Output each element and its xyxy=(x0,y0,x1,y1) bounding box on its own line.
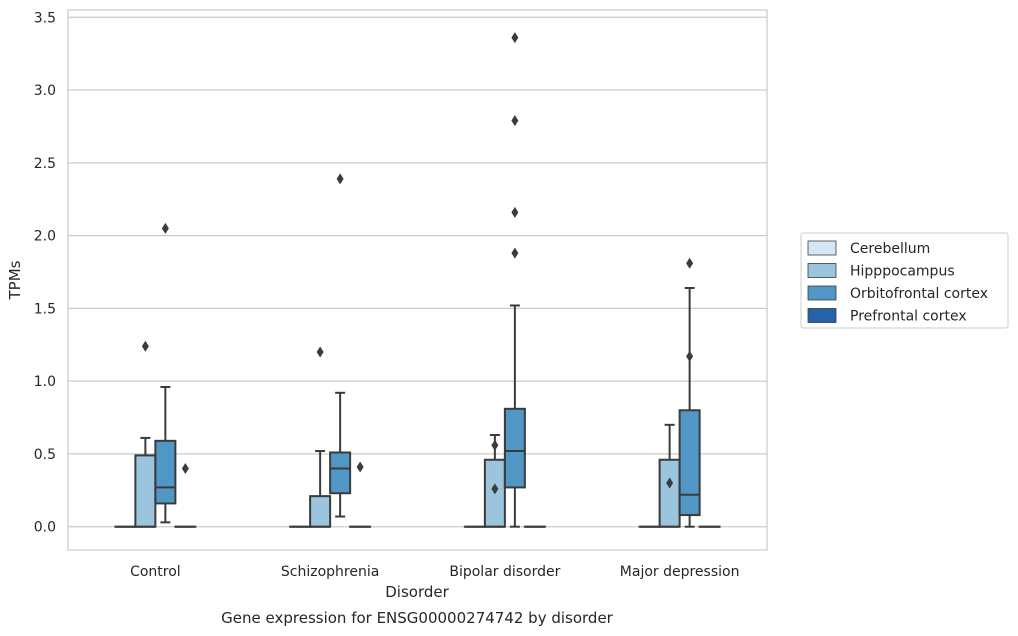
legend-swatch xyxy=(807,263,837,278)
outlier-point xyxy=(336,173,344,185)
x-tick-label: Bipolar disorder xyxy=(449,564,560,580)
y-tick-label: 1.5 xyxy=(34,301,56,317)
y-tick-label: 2.0 xyxy=(34,229,56,245)
legend-item: Orbitofrontal cortex xyxy=(807,285,988,302)
y-axis-ticks: 0.0 0.5 1.0 1.5 2.0 2.5 3.0 3.5 xyxy=(34,10,56,535)
x-tick-label: Control xyxy=(130,564,181,580)
outlier-point xyxy=(141,340,149,352)
chart-caption: Gene expression for ENSG00000274742 by d… xyxy=(221,609,614,627)
outlier-point xyxy=(511,115,519,127)
box-body xyxy=(503,407,526,489)
y-tick-label: 3.5 xyxy=(34,10,56,26)
y-tick-label: 1.0 xyxy=(34,374,56,390)
y-tick-label: 3.0 xyxy=(34,83,56,99)
legend-label: Hipppocampus xyxy=(850,264,955,280)
x-axis-ticks: Control Schizophrenia Bipolar disorder Majo… xyxy=(130,564,739,580)
plot-boxes xyxy=(114,32,721,528)
box-prefrontal-cortex xyxy=(174,462,197,528)
plot-frame xyxy=(67,9,768,551)
legend-label: Prefrontal cortex xyxy=(850,309,967,325)
box-body xyxy=(134,454,157,528)
box-orbitofrontal-cortex xyxy=(503,32,526,528)
outlier-point xyxy=(491,483,499,495)
box-body xyxy=(658,458,681,528)
box-prefrontal-cortex xyxy=(349,461,372,528)
box-body xyxy=(309,495,332,528)
legend-item: Hipppocampus xyxy=(807,263,955,280)
box-orbitofrontal-cortex xyxy=(154,222,177,524)
x-tick-label: Major depression xyxy=(620,564,740,580)
box-hipppocampus xyxy=(483,434,506,528)
box-body xyxy=(154,439,177,505)
legend-item: Cerebellum xyxy=(807,240,930,257)
legend-label: Orbitofrontal cortex xyxy=(850,286,988,302)
outlier-point xyxy=(686,257,694,269)
outlier-point xyxy=(316,346,324,358)
outlier-point xyxy=(686,350,694,362)
y-tick-label: 0.5 xyxy=(34,447,56,463)
box-body xyxy=(678,409,701,517)
y-axis-title: TPMs xyxy=(6,260,24,300)
legend-item: Prefrontal cortex xyxy=(807,308,967,325)
box-body xyxy=(329,451,352,495)
outlier-point xyxy=(161,222,169,234)
outlier-point xyxy=(511,206,519,218)
outlier-point xyxy=(511,247,519,259)
legend-label: Cerebellum xyxy=(850,241,930,257)
box-orbitofrontal-cortex xyxy=(678,257,701,528)
x-tick-label: Schizophrenia xyxy=(281,564,379,580)
outlier-point xyxy=(181,462,189,474)
y-tick-label: 0.0 xyxy=(34,520,56,536)
outlier-point xyxy=(666,477,674,489)
box-hipppocampus xyxy=(134,340,157,528)
legend-frame xyxy=(800,232,1009,329)
outlier-point xyxy=(491,439,499,451)
legend-swatch xyxy=(807,285,837,301)
y-tick-label: 2.5 xyxy=(34,156,56,172)
box-orbitofrontal-cortex xyxy=(329,173,352,518)
legend-swatch xyxy=(807,240,837,256)
x-axis-title: Disorder xyxy=(385,583,449,601)
outlier-point xyxy=(356,461,364,473)
outlier-point xyxy=(511,32,519,44)
legend: Cerebellum Hipppocampus Orbitofrontal cort… xyxy=(800,232,1009,329)
box-hipppocampus xyxy=(309,346,332,528)
legend-swatch xyxy=(807,308,837,323)
